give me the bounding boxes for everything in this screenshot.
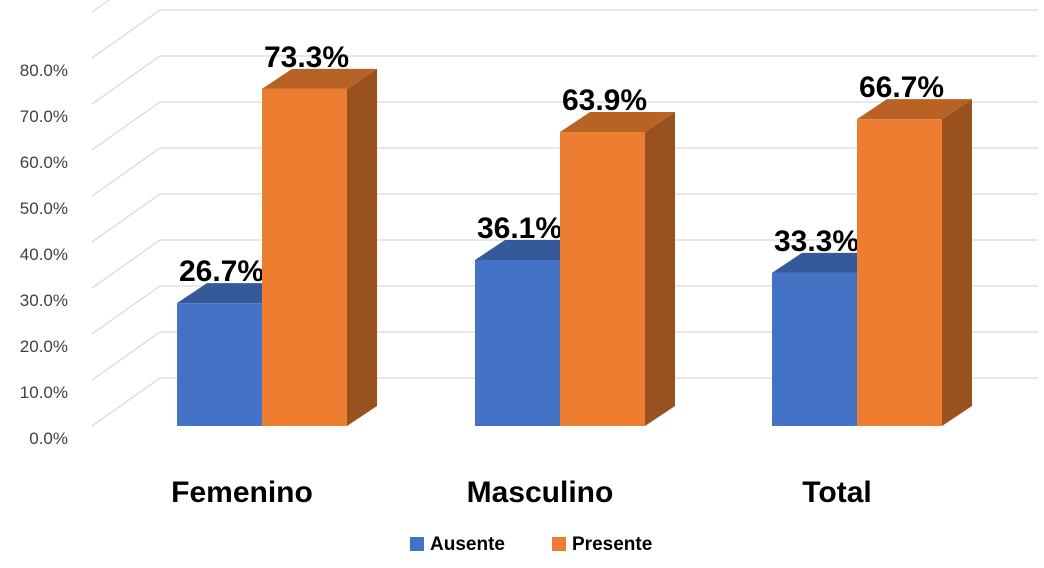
bar-top-presente xyxy=(560,112,675,133)
y-tick-label: 40.0% xyxy=(20,245,68,264)
gridline-side xyxy=(91,147,161,197)
data-label: 66.7% xyxy=(859,71,944,104)
x-category-label: Femenino xyxy=(171,476,313,509)
bar-presente xyxy=(560,132,645,426)
y-tick-label: 50.0% xyxy=(20,199,68,218)
legend-label-ausente: Ausente xyxy=(430,534,505,555)
data-label: 26.7% xyxy=(179,255,264,288)
bar-side-presente xyxy=(942,99,972,427)
gridline-side xyxy=(91,331,161,381)
legend-label-presente: Presente xyxy=(572,534,652,555)
y-tick-label: 0.0% xyxy=(29,429,68,448)
bar-top-presente xyxy=(857,99,972,120)
y-tick-label: 60.0% xyxy=(20,153,68,172)
y-tick-label: 80.0% xyxy=(20,61,68,80)
bar-side-presente xyxy=(347,68,377,426)
data-label: 63.9% xyxy=(562,84,647,117)
legend-swatch-ausente xyxy=(410,537,424,551)
bar-presente xyxy=(262,88,347,426)
gridline-side xyxy=(91,55,161,105)
bar-ausente xyxy=(177,303,262,426)
gridline-side xyxy=(91,285,161,335)
data-label: 73.3% xyxy=(264,41,349,74)
bar-top-presente xyxy=(262,68,377,89)
y-tick-label: 10.0% xyxy=(20,383,68,402)
data-label: 33.3% xyxy=(774,225,859,258)
gridline-side xyxy=(91,101,161,151)
gridline-side xyxy=(91,377,161,427)
gridline-side xyxy=(91,9,161,59)
bar-presente xyxy=(857,119,942,427)
x-category-label: Total xyxy=(802,476,871,509)
bar-ausente xyxy=(772,272,857,426)
gridline-side xyxy=(91,0,111,13)
gridline-side xyxy=(91,239,161,289)
x-category-label: Masculino xyxy=(467,476,614,509)
y-tick-label: 70.0% xyxy=(20,107,68,126)
data-label: 36.1% xyxy=(477,212,562,245)
legend-swatch-presente xyxy=(552,537,566,551)
y-tick-label: 20.0% xyxy=(20,337,68,356)
y-tick-label: 30.0% xyxy=(20,291,68,310)
bar-ausente xyxy=(475,259,560,426)
gridline-side xyxy=(91,193,161,243)
bar-side-presente xyxy=(645,112,675,426)
